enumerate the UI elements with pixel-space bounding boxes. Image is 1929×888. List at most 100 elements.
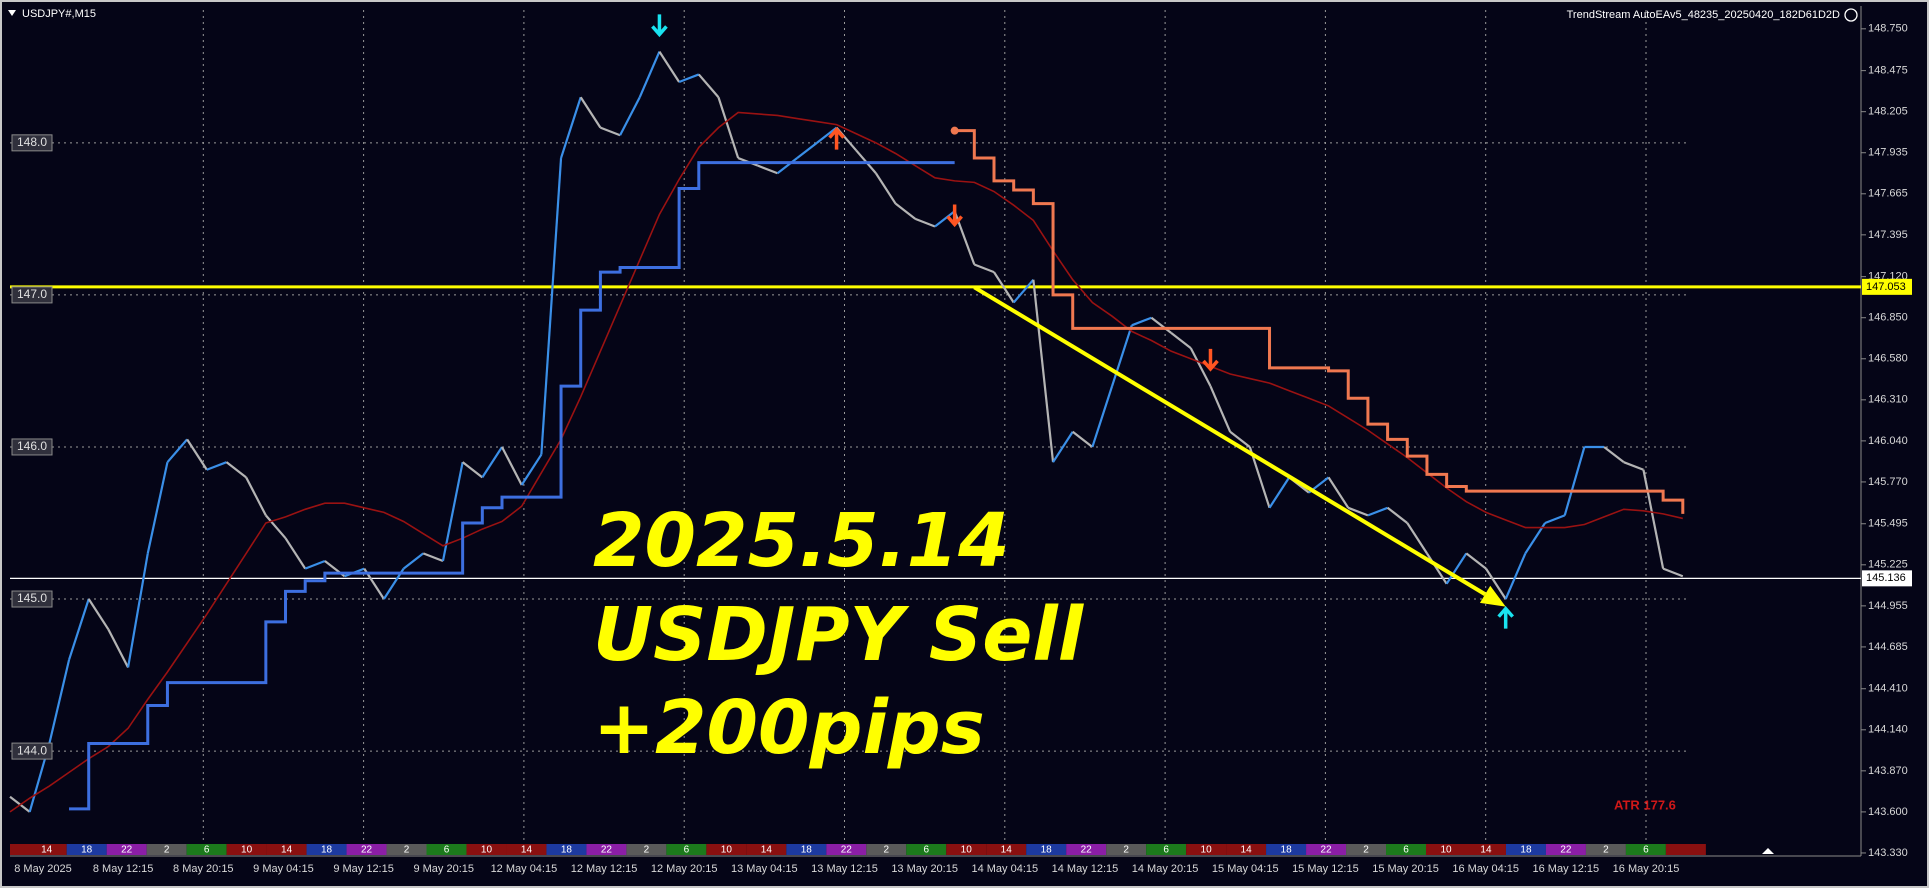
annotation: +200pips [593,685,985,771]
level-label: 146.0 [17,439,47,453]
y-tick-label: 147.665 [1868,188,1908,200]
session-label: 22 [1320,845,1332,856]
price-label: 145.136 [1866,572,1906,584]
price-segment [1327,476,1350,509]
session-label: 2 [644,845,650,856]
level-label: 144.0 [17,743,47,757]
trailing-stop-line [954,129,1685,514]
x-tick-label: 8 May 2025 [14,863,71,875]
price-segment [186,438,208,471]
price-segment [1189,347,1212,387]
price-segment [501,446,523,486]
y-tick-label: 145.225 [1868,559,1908,571]
x-tick-label: 12 May 20:15 [651,863,718,875]
session-label: 6 [204,845,210,856]
price-segment [559,96,582,159]
session-box [586,844,627,855]
y-tick-label: 143.870 [1868,765,1908,777]
x-tick-label: 14 May 12:15 [1052,863,1119,875]
signal-arrow [946,204,963,228]
y-tick-label: 148.750 [1868,23,1908,35]
session-box [1306,844,1347,855]
session-box [1146,844,1187,855]
level-label-box [11,286,53,304]
session-label: 2 [404,845,410,856]
price-segment [1623,461,1644,471]
session-label: 18 [1041,845,1053,856]
session-box [1585,844,1626,855]
y-tick-label: 143.600 [1868,806,1908,818]
price-segment [1504,552,1527,600]
x-tick-label: 13 May 12:15 [811,863,878,875]
price-segment [284,537,307,570]
price-segment [1209,385,1232,433]
x-tick-label: 15 May 12:15 [1292,863,1359,875]
session-box [226,844,267,855]
session-label: 22 [1081,845,1093,856]
price-segment [1170,332,1192,349]
session-label: 18 [1281,845,1293,856]
session-box [506,844,547,855]
y-tick-label: 148.205 [1868,106,1908,118]
price-segment [776,157,798,175]
price-segment [48,659,71,744]
session-box [946,844,987,855]
level-label: 145.0 [17,591,47,605]
session-box [1226,844,1267,855]
session-box [1346,844,1387,855]
overlay-layer: 148.750 148.475 148.205 147.935 147.665 147.3… [10,14,1912,875]
price-segment [600,126,621,137]
y-tick-label: 148.475 [1868,65,1908,77]
price-segment [757,164,778,175]
x-tick-label: 14 May 04:15 [971,863,1038,875]
y-tick-label: 147.395 [1868,229,1908,241]
annotation: 2025.5.14 [593,498,1010,584]
signal-arrow [651,14,668,38]
price-segment [658,51,681,83]
trailing-stop-line [69,161,955,811]
session-box [1465,844,1506,855]
atr-label: ATR 177.6 [1614,797,1676,812]
price-segment [874,172,897,205]
price-segment [638,51,661,98]
session-box [266,844,307,855]
session-box [426,844,467,855]
price-segment [1603,446,1625,464]
stop-start-dot [950,126,959,135]
price-segment [1367,506,1388,517]
session-box [706,844,747,855]
price-segment [934,210,956,228]
y-tick-label: 146.850 [1868,312,1908,324]
signal-arrow [828,126,845,150]
session-box [1665,844,1706,855]
session-box [666,844,707,855]
session-box [826,844,867,855]
session-label: 18 [561,845,573,856]
price-segment [816,126,838,144]
session-box [1266,844,1307,855]
price-segment [146,461,169,554]
y-tick-label: 146.580 [1868,353,1908,365]
session-label: 22 [601,845,613,856]
price-segment [520,453,543,486]
y-tick-label: 144.685 [1868,641,1908,653]
y-tick-label: 144.955 [1868,600,1908,612]
x-tick-label: 9 May 12:15 [333,863,394,875]
price-segment [126,553,149,668]
price-segment [107,628,130,668]
price-segment [422,552,444,563]
session-label: 6 [1403,845,1409,856]
x-tick-label: 12 May 12:15 [571,863,638,875]
level-label: 148.0 [17,135,47,149]
y-tick-label: 146.040 [1868,435,1908,447]
price-label-box [1862,278,1912,295]
session-box [746,844,787,855]
session-box [1625,844,1666,855]
y-tick-label: 143.330 [1868,847,1908,859]
price-segment [540,157,563,455]
session-box [346,844,387,855]
price-segment [1662,567,1684,578]
session-label: 18 [1520,845,1532,856]
level-label: 147.0 [17,287,47,301]
